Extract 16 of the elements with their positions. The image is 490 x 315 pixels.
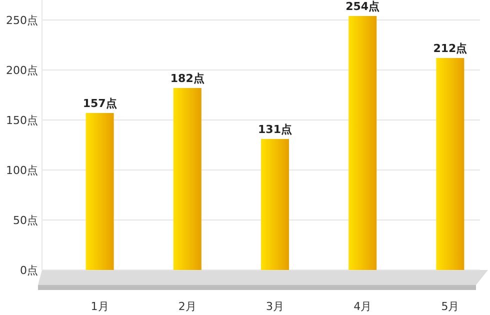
data-label: 212点 — [433, 42, 468, 55]
data-label: 182点 — [170, 72, 204, 85]
y-tick-label: 250点 — [6, 14, 38, 27]
y-tick-label: 0点 — [20, 264, 38, 277]
data-label: 131点 — [258, 123, 292, 136]
data-label: 157点 — [82, 97, 117, 110]
y-tick-label: 200点 — [6, 64, 38, 77]
y-tick-label: 150点 — [6, 114, 38, 127]
x-tick-label: 2月 — [178, 300, 196, 313]
x-tick-label: 3月 — [266, 300, 284, 313]
y-tick-label: 100点 — [6, 164, 38, 177]
x-tick-label: 1月 — [90, 300, 109, 313]
data-label: 254点 — [346, 0, 380, 13]
x-tick-label: 5月 — [441, 300, 460, 313]
y-tick-label: 50点 — [13, 214, 38, 227]
x-tick-label: 4月 — [354, 300, 372, 313]
